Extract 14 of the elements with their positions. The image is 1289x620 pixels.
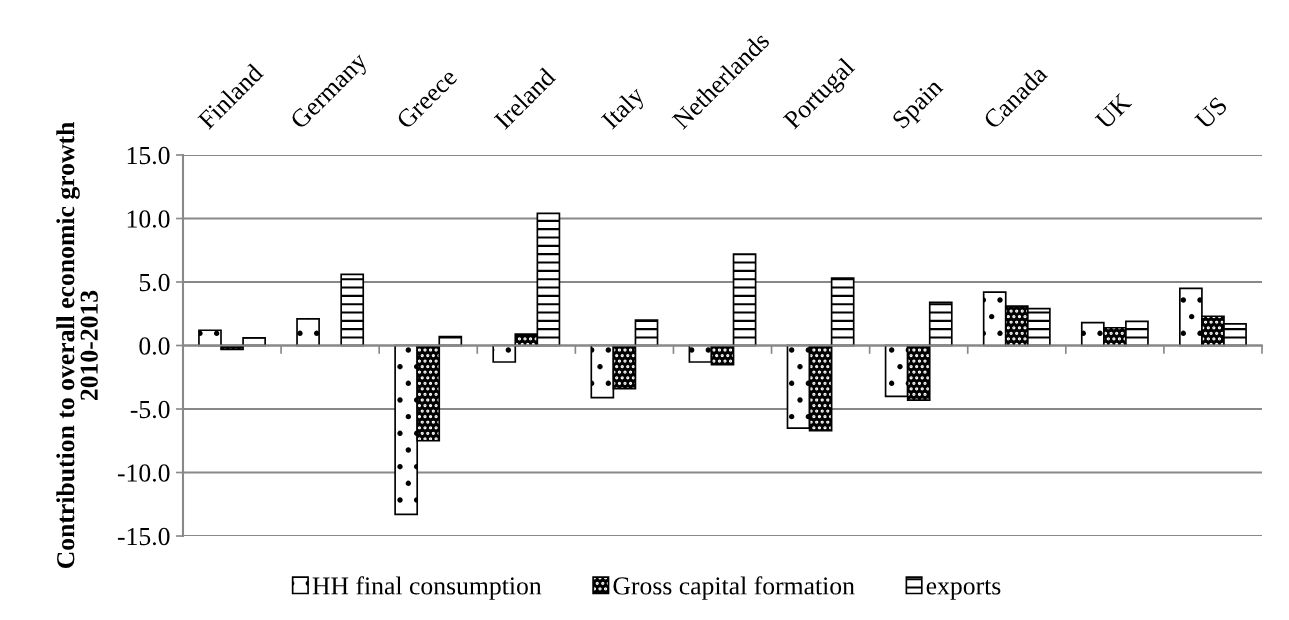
y-tick-label: -5.0 bbox=[130, 400, 170, 419]
legend-label: Gross capital formation bbox=[613, 576, 855, 600]
legend-label: HH final consumption bbox=[312, 576, 542, 600]
legend-label: exports bbox=[926, 579, 1001, 600]
y-tick-label: 15.0 bbox=[127, 146, 170, 165]
y-tick-label: -15.0 bbox=[117, 527, 170, 546]
y-tick-label: 10.0 bbox=[127, 210, 170, 228]
y-tick-label: 0.0 bbox=[139, 337, 170, 355]
x-tick-label: Italy bbox=[600, 84, 650, 134]
y-tick-label: -10.0 bbox=[117, 464, 170, 482]
x-tick-label: US bbox=[1194, 96, 1228, 131]
y-tick-label: 5.0 bbox=[139, 273, 170, 292]
x-tick-label: UK bbox=[1094, 92, 1133, 131]
y-axis-title: Contribution to overall economic growth 2010-2013 bbox=[56, 122, 98, 569]
